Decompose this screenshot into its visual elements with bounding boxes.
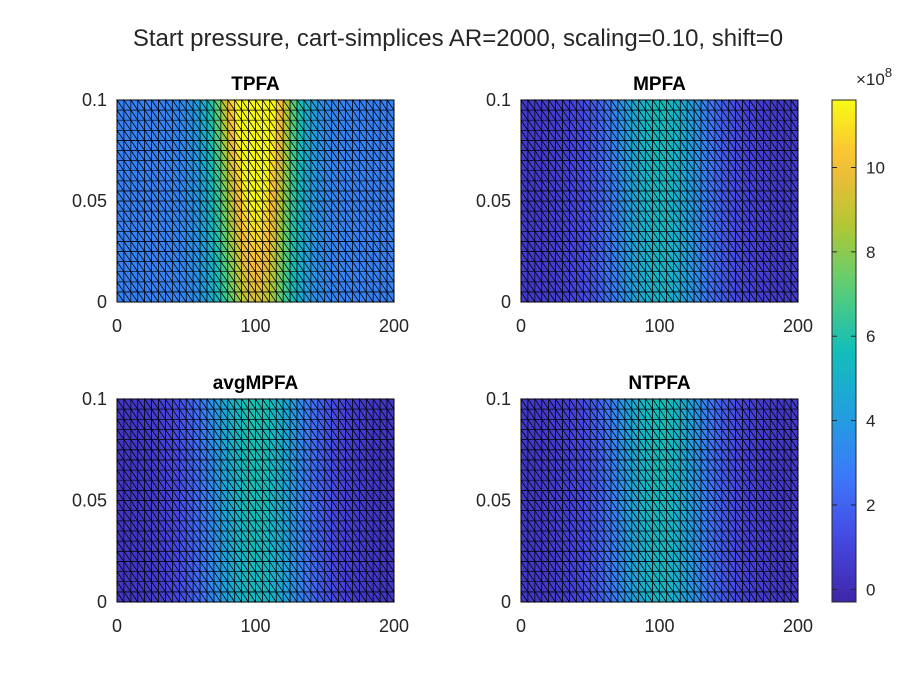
x-tick-label: 200 xyxy=(379,316,409,336)
y-tick-label: 0.1 xyxy=(82,389,107,409)
y-tick-label: 0 xyxy=(501,292,511,312)
y-tick-label: 0 xyxy=(97,292,107,312)
x-tick-label: 0 xyxy=(112,316,122,336)
panel-title: TPFA xyxy=(231,74,280,95)
mesh-cells xyxy=(520,397,799,604)
x-tick-label: 200 xyxy=(379,616,409,636)
plot-frame xyxy=(116,99,395,303)
panel-mpfa: MPFA 0 100 200 0 0.05 0.1 xyxy=(476,74,813,336)
plot-frame xyxy=(520,99,799,303)
panel-title: avgMPFA xyxy=(213,373,299,394)
panel-avgmpfa: avgMPFA 0 100 200 0 0.05 0.1 xyxy=(72,373,409,636)
y-tick-label: 0 xyxy=(97,592,107,612)
y-tick-label: 0.1 xyxy=(486,90,511,110)
y-tick-label: 0.05 xyxy=(476,191,511,211)
y-tick-label: 0.05 xyxy=(72,491,107,511)
x-tick-label: 0 xyxy=(516,316,526,336)
x-tick-label: 200 xyxy=(783,316,813,336)
x-tick-label: 100 xyxy=(644,316,674,336)
figure-title: Start pressure, cart-simplices AR=2000, … xyxy=(133,25,783,52)
mesh-cells xyxy=(116,397,395,604)
y-tick-label: 0.1 xyxy=(82,90,107,110)
mesh-cells xyxy=(116,98,395,304)
mesh-cells xyxy=(520,98,799,304)
panel-title: MPFA xyxy=(633,74,686,95)
y-tick-label: 0.05 xyxy=(72,191,107,211)
x-tick-label: 100 xyxy=(240,616,270,636)
x-tick-label: 0 xyxy=(112,616,122,636)
x-tick-label: 100 xyxy=(240,316,270,336)
panel-tpfa: TPFA 0 100 200 0 0.05 0.1 xyxy=(72,74,409,336)
